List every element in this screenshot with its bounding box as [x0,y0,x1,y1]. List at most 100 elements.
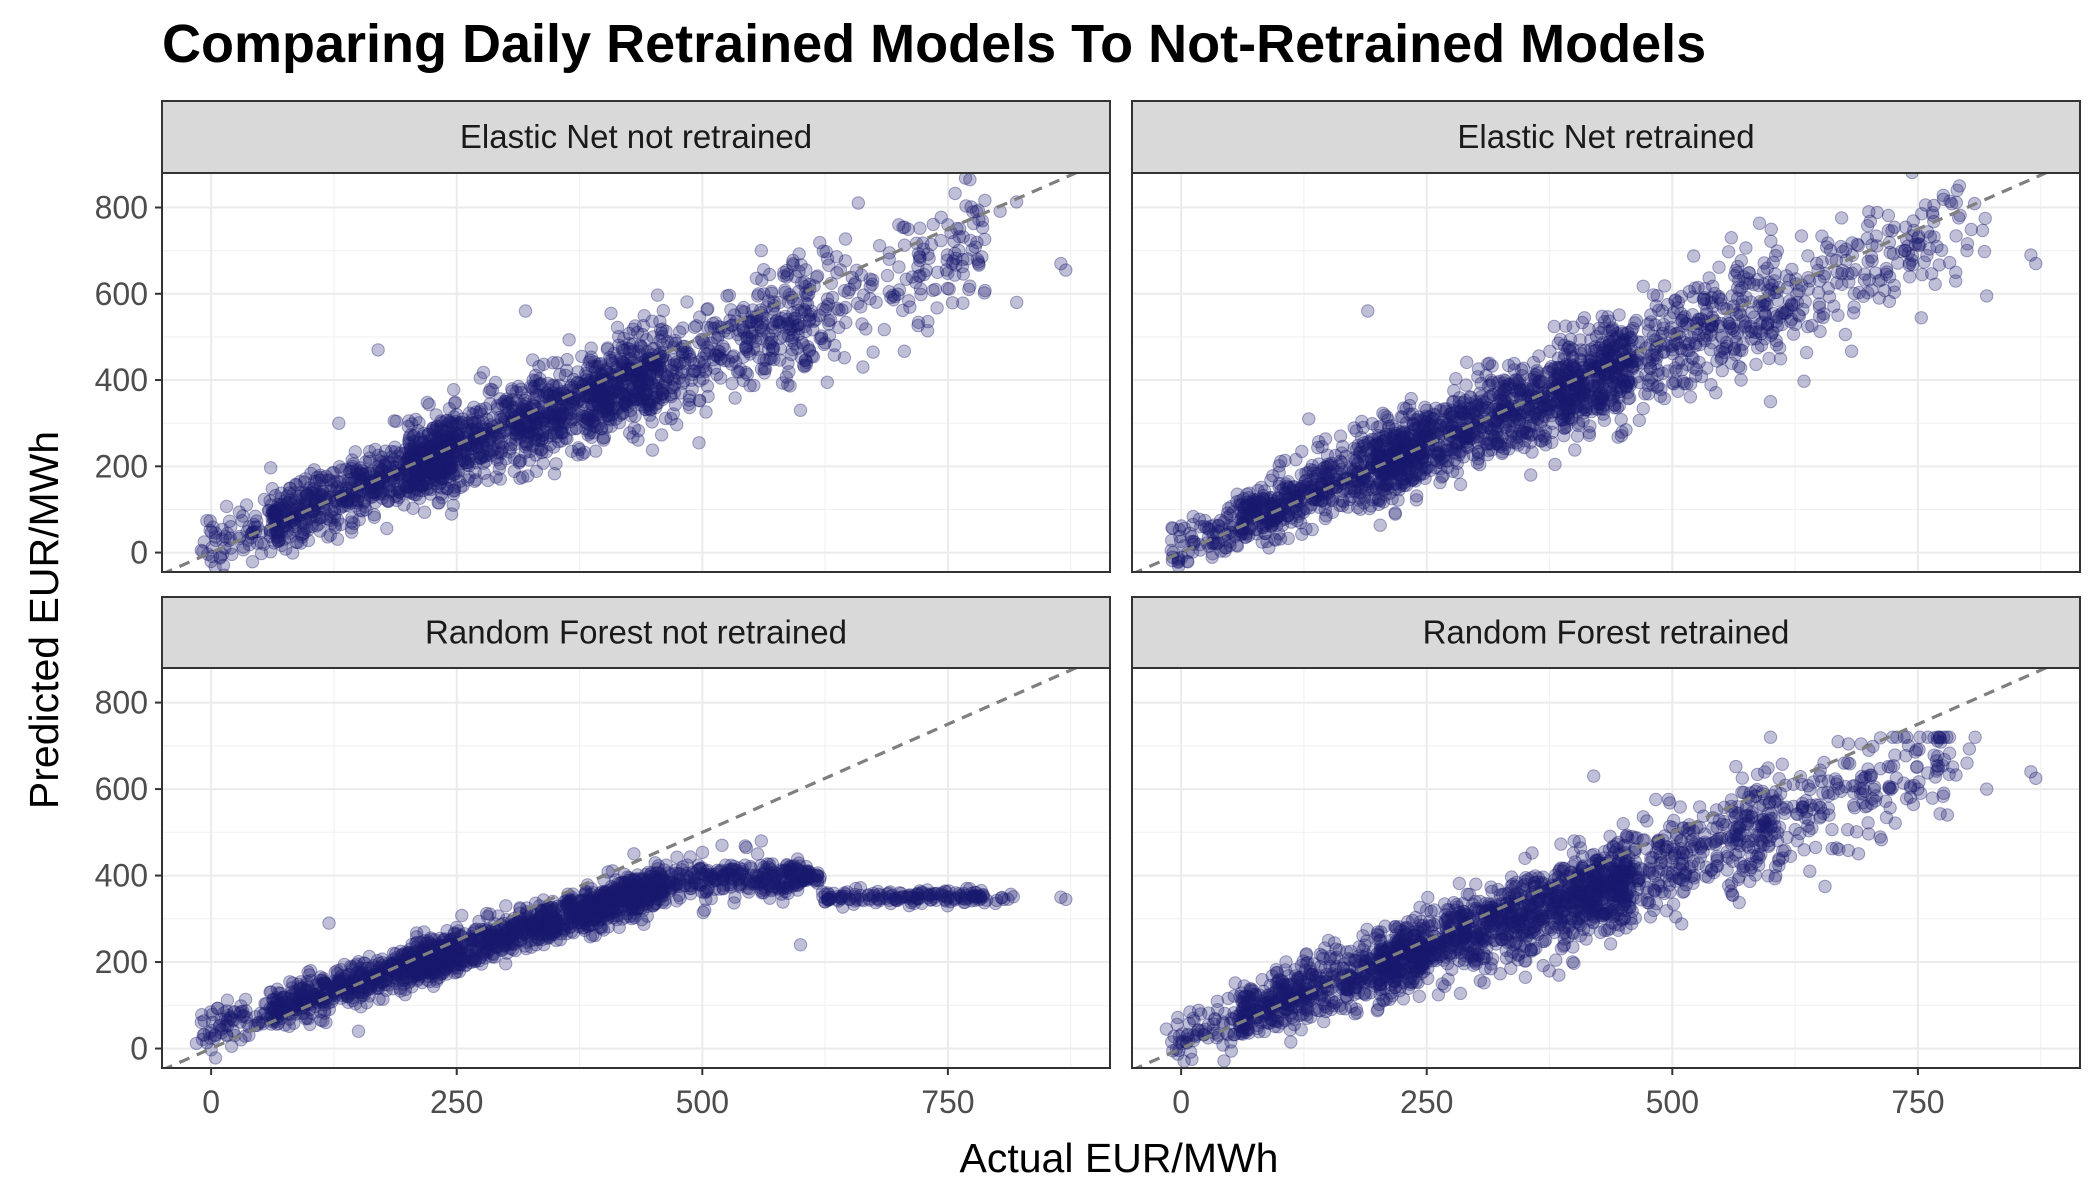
data-point [425,466,439,481]
data-point [657,346,671,360]
data-point [528,368,543,383]
data-point [551,387,565,401]
data-point [655,386,669,401]
data-point [197,535,212,549]
data-point [721,354,736,368]
data-point [382,484,397,499]
data-point [582,355,596,369]
data-point [629,392,643,407]
data-point [367,508,381,522]
data-point [1591,377,1605,391]
data-point [438,461,453,475]
data-point [1704,378,1718,392]
data-point [601,393,615,407]
data-point [1626,321,1640,335]
data-point [1438,453,1453,468]
data-point [1548,457,1562,472]
data-point [1436,469,1450,483]
data-point [392,485,406,499]
data-point [275,520,290,534]
data-point [312,511,326,525]
data-point [417,465,431,479]
data-point [693,394,707,408]
data-point [1898,220,1913,234]
data-point [1295,444,1309,459]
data-point [764,284,779,299]
data-point [358,499,372,514]
data-point [294,515,309,529]
data-point [264,461,278,475]
data-point [720,289,734,303]
data-point [439,433,454,447]
data-point [1680,357,1695,372]
data-point [381,494,395,508]
data-point [422,481,437,495]
data-point [518,434,532,449]
data-point [619,387,634,401]
data-point [413,445,427,459]
data-point [263,529,278,543]
data-point [543,407,557,421]
data-point [1801,320,1815,334]
data-point [443,416,457,430]
data-point [493,472,507,486]
data-point [668,377,682,392]
data-point [564,414,578,429]
data-point [911,318,925,333]
data-point [605,354,619,368]
data-point [863,292,877,306]
data-point [313,524,327,538]
data-point [667,353,681,367]
data-point [299,515,313,529]
data-point [668,333,682,348]
data-point [1424,414,1438,429]
data-point [733,362,748,377]
data-point [340,494,354,508]
data-point [607,401,621,415]
data-point [1687,249,1701,263]
data-point [952,243,966,258]
data-point [549,380,563,394]
data-point [590,395,605,409]
data-point [970,252,985,266]
data-point [577,395,591,409]
data-point [521,469,535,483]
data-point [388,440,402,454]
data-point [767,352,781,367]
data-point [629,385,644,399]
data-point [498,423,513,438]
data-point [940,253,954,267]
data-point [383,455,397,470]
data-point [398,478,412,492]
data-point [1629,357,1644,371]
data-point [344,476,358,490]
data-point [356,467,370,481]
data-point [307,481,321,496]
data-point [338,499,352,513]
data-point [494,436,508,450]
data-point [913,249,927,264]
data-point [744,313,759,328]
data-point [616,395,630,410]
data-point [953,222,967,236]
data-point [956,296,970,310]
data-point [443,452,457,466]
data-point [442,414,457,429]
data-point [656,303,670,318]
data-point [474,436,488,450]
data-point [490,399,504,413]
data-point [649,397,663,411]
data-point [565,412,579,426]
data-point [627,350,641,365]
data-point [268,508,282,523]
data-point [603,390,617,404]
data-point [439,432,454,447]
data-point [499,399,513,413]
data-point [897,220,912,234]
data-point [289,502,303,516]
data-point [455,453,470,467]
facet-strip-label: Elastic Net not retrained [460,118,812,155]
data-point [412,473,426,487]
data-point [440,482,454,496]
data-point [442,454,457,468]
